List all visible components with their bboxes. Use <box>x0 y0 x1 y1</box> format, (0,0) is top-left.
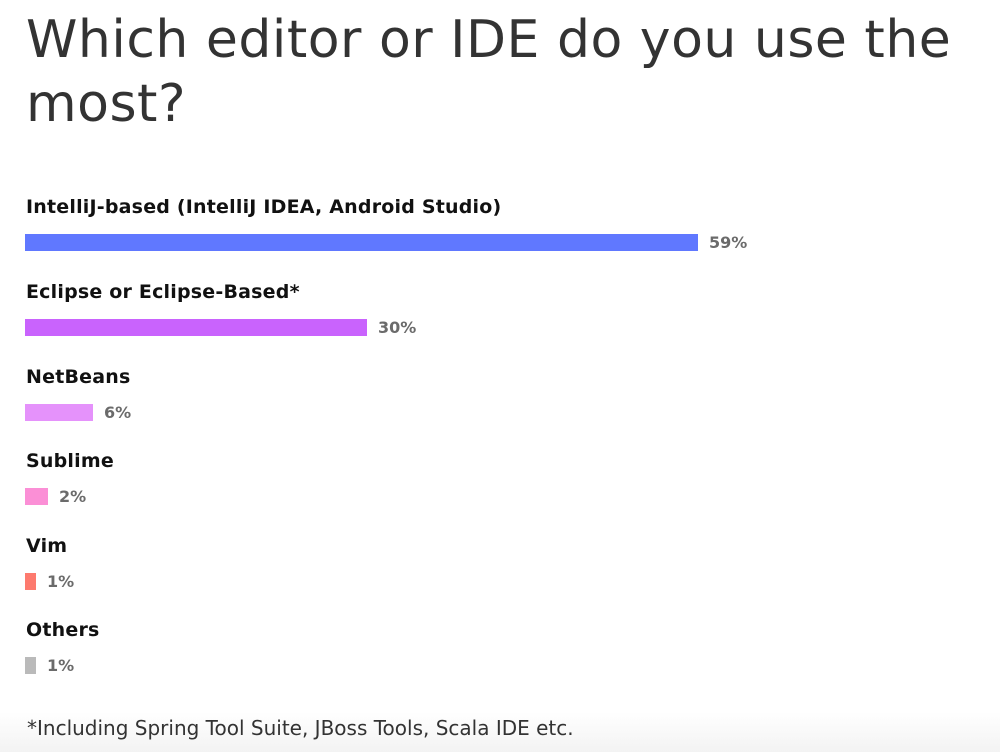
bar-row: Sublime 2% <box>0 450 1000 534</box>
bar <box>25 488 48 505</box>
bar <box>25 319 367 336</box>
bar <box>25 234 698 251</box>
bar <box>25 573 36 590</box>
bar-label: Sublime <box>26 450 114 472</box>
chart-title: Which editor or IDE do you use the most? <box>26 10 952 134</box>
bar-label: Others <box>26 619 100 641</box>
bar-label: IntelliJ-based (IntelliJ IDEA, Android S… <box>26 196 502 218</box>
bar <box>25 404 93 421</box>
bar <box>25 657 36 674</box>
bar-value: 6% <box>104 403 132 422</box>
bar-row: Vim 1% <box>0 535 1000 619</box>
bar-value: 2% <box>59 487 87 506</box>
bottom-fade <box>0 712 1000 752</box>
bar-value: 1% <box>47 572 75 591</box>
bar-row: IntelliJ-based (IntelliJ IDEA, Android S… <box>0 196 1000 280</box>
bar-row: Others 1% <box>0 619 1000 703</box>
bar-label: Eclipse or Eclipse-Based* <box>26 281 300 303</box>
bar-value: 30% <box>378 318 417 337</box>
bar-value: 1% <box>47 656 75 675</box>
bar-row: NetBeans 6% <box>0 366 1000 450</box>
bar-row: Eclipse or Eclipse-Based* 30% <box>0 281 1000 365</box>
bar-value: 59% <box>709 233 748 252</box>
bar-label: Vim <box>26 535 68 557</box>
bar-label: NetBeans <box>26 366 131 388</box>
footnote: *Including Spring Tool Suite, JBoss Tool… <box>27 716 574 740</box>
